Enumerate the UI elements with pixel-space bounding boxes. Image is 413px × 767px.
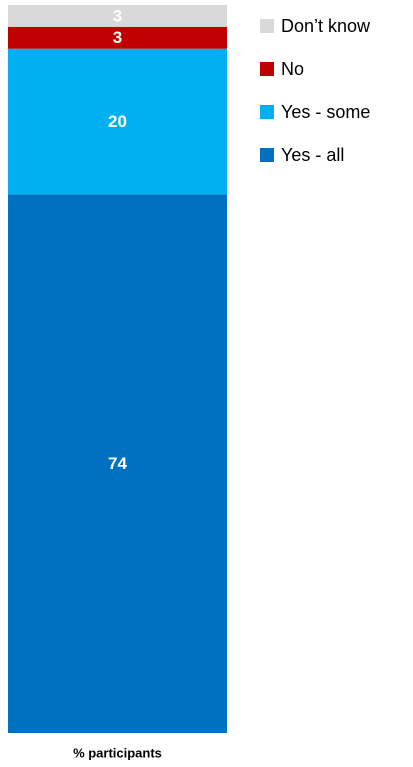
chart: 74 20 3 3 % participants Yes - all Yes - some N…: [0, 0, 413, 767]
x-tick-label: % participants: [73, 745, 162, 760]
legend-label: Yes - all: [281, 145, 344, 165]
data-label: 74: [108, 454, 127, 473]
legend-swatch: [260, 148, 274, 162]
legend-label: Yes - some: [281, 102, 370, 122]
legend-swatch: [260, 105, 274, 119]
legend-swatch: [260, 62, 274, 76]
legend-swatch: [260, 19, 274, 33]
data-label: 3: [113, 28, 122, 47]
data-label: 3: [113, 6, 122, 25]
data-label: 20: [108, 112, 127, 131]
legend-label: No: [281, 59, 304, 79]
legend-label: Don’t know: [281, 16, 371, 36]
page: 74 20 3 3 % participants Yes - all Yes - some N…: [0, 0, 413, 767]
